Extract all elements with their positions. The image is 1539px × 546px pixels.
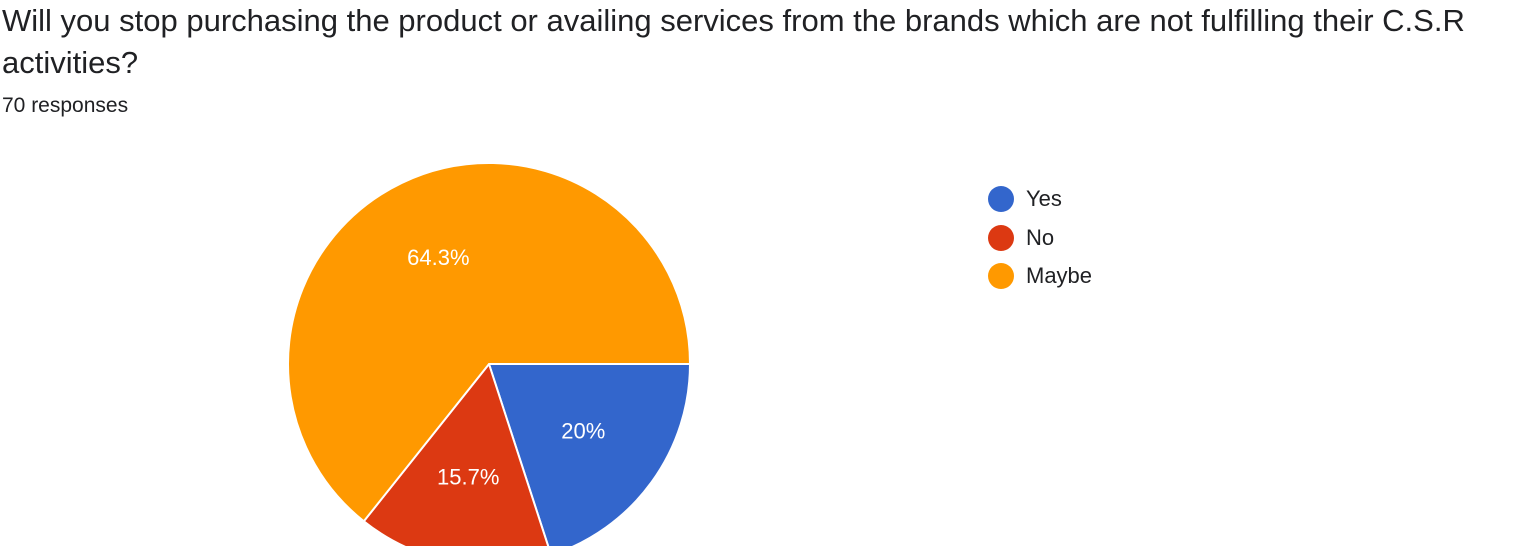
chart-legend: Yes No Maybe	[988, 180, 1092, 296]
pie-slice-no[interactable]	[362, 361, 551, 546]
legend-swatch-no	[988, 224, 1014, 251]
legend-label-no: No	[1026, 224, 1055, 250]
pie-slice-yes[interactable]	[487, 363, 692, 546]
legend-label-maybe: Maybe	[1026, 263, 1093, 289]
question-title: Will you stop purchasing the product or …	[2, 3, 1465, 80]
slice-label-yes: 20%	[561, 418, 605, 443]
legend-swatch-yes	[988, 186, 1014, 213]
response-count: 70 responses	[2, 94, 129, 117]
slice-label-no: 15.7%	[437, 465, 499, 490]
slice-label-maybe: 64.3%	[407, 245, 469, 270]
legend-item-maybe[interactable]: Maybe	[988, 257, 1092, 296]
legend-swatch-maybe	[988, 263, 1014, 290]
pie-slice-labels: 20% 15.7% 64.3%	[407, 245, 605, 490]
legend-label-yes: Yes	[1026, 186, 1062, 212]
pie-slices	[287, 162, 692, 546]
legend-item-yes[interactable]: Yes	[988, 180, 1092, 219]
pie-slice-maybe[interactable]	[287, 162, 692, 523]
legend-item-no[interactable]: No	[988, 219, 1092, 258]
